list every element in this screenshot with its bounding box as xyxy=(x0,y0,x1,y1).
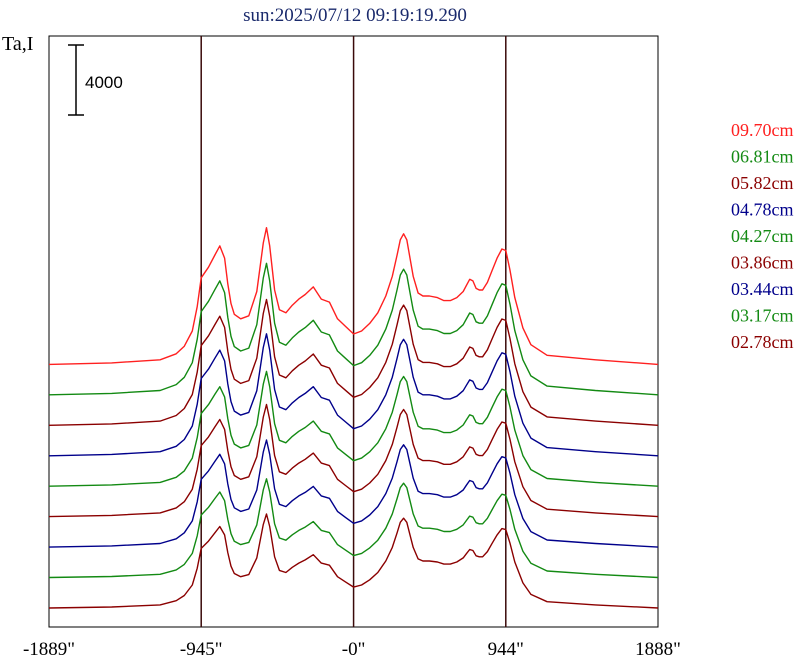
series-line-09.70cm xyxy=(48,227,659,366)
x-tick-label: -0" xyxy=(342,639,366,660)
x-tick-label: 1888" xyxy=(635,639,681,660)
series-line-06.81cm xyxy=(48,262,659,396)
series-line-04.27cm xyxy=(48,370,659,487)
series-line-02.78cm xyxy=(48,513,659,609)
series-line-05.82cm xyxy=(48,298,659,426)
series-line-04.78cm xyxy=(48,333,659,457)
legend-entry-05.82cm: 05.82cm xyxy=(731,173,794,193)
scale-bar: 4000 xyxy=(68,44,123,116)
series-line-03.44cm xyxy=(48,439,659,548)
legend-entry-03.17cm: 03.17cm xyxy=(731,306,794,326)
legend-entry-04.78cm: 04.78cm xyxy=(731,200,794,220)
legend-entry-06.81cm: 06.81cm xyxy=(731,147,794,167)
x-tick-labels: -1889" -945" -0" 944" 1888" xyxy=(23,639,681,660)
legend-entry-02.78cm: 02.78cm xyxy=(731,332,794,352)
legend-entry-04.27cm: 04.27cm xyxy=(731,226,794,246)
scale-bar-label: 4000 xyxy=(85,73,123,92)
series-line-03.86cm xyxy=(48,403,659,518)
legend-entry-09.70cm: 09.70cm xyxy=(731,120,794,140)
y-axis-label: Ta,I xyxy=(2,33,33,55)
x-tick-label: 944" xyxy=(488,639,524,660)
legend-entry-03.44cm: 03.44cm xyxy=(731,279,794,299)
vertical-reference-lines xyxy=(200,36,507,627)
x-tick-label: -1889" xyxy=(23,639,75,660)
legend: 09.70cm 06.81cm 05.82cm 04.78cm 04.27cm 03.86… xyxy=(731,120,794,352)
chart-title: sun:2025/07/12 09:19:19.290 xyxy=(243,5,467,26)
series-line-03.17cm xyxy=(48,478,659,579)
x-tick-label: -945" xyxy=(180,639,223,660)
legend-entry-03.86cm: 03.86cm xyxy=(731,253,794,273)
series-lines xyxy=(48,227,659,609)
